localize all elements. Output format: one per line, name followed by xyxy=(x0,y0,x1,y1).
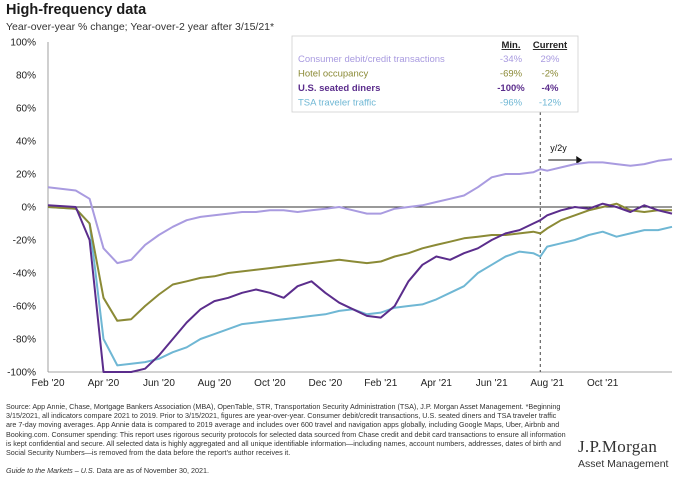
x-tick-label: Oct '21 xyxy=(587,378,619,389)
chart: -100% -80% -60% -40% -20% 0% 20% 40% 60% 80% 100% F… xyxy=(7,35,673,389)
legend-entry-tsa: TSA traveler traffic xyxy=(298,98,376,109)
series-line-consumer xyxy=(47,158,673,265)
chart-axes: -100% -80% -60% -40% -20% 0% 20% 40% 60% 80% 100% F… xyxy=(7,38,672,389)
logo-line2: Asset Management xyxy=(578,458,669,470)
logo-line1: J.P.Morgan xyxy=(578,437,658,456)
legend-header-current: Current xyxy=(533,40,568,51)
legend-current-hotel: -2% xyxy=(542,69,559,80)
legend-min-consumer: -34% xyxy=(500,54,523,65)
guide-date: Data are as of November 30, 2021. xyxy=(94,466,209,475)
series-line-tsa xyxy=(47,206,673,367)
x-tick-label: Aug '21 xyxy=(530,378,564,389)
x-tick-label: Apr '21 xyxy=(421,378,453,389)
y-tick-label: -20% xyxy=(13,236,36,247)
y-tick-label: 40% xyxy=(16,137,36,148)
y-tick-label: -80% xyxy=(13,335,36,346)
y-tick-label: -100% xyxy=(7,368,36,379)
legend-min-diners: -100% xyxy=(497,83,525,94)
legend-entry-diners: U.S. seated diners xyxy=(298,83,380,94)
guide-footer: Guide to the Markets – U.S. Data are as … xyxy=(6,466,209,475)
legend-current-consumer: 29% xyxy=(540,54,560,65)
x-tick-label: Dec '20 xyxy=(309,378,343,389)
series-line-hotel xyxy=(47,202,672,322)
x-tick-label: Feb '21 xyxy=(364,378,397,389)
y-tick-label: 0% xyxy=(22,203,37,214)
legend-header-min: Min. xyxy=(502,40,521,51)
y2y-arrow-head xyxy=(576,156,583,164)
y-tick-label: 100% xyxy=(10,38,36,49)
x-tick-label: Jun '21 xyxy=(476,378,508,389)
x-tick-label: Oct '20 xyxy=(254,378,286,389)
legend-entry-hotel: Hotel occupancy xyxy=(298,69,368,80)
jpmorgan-logo: J.P.Morgan Asset Management xyxy=(578,437,693,470)
chart-series xyxy=(47,158,673,373)
legend-min-hotel: -69% xyxy=(500,69,523,80)
source-footnote: Source: App Annie, Chase, Mortgage Banke… xyxy=(6,402,566,458)
x-tick-label: Feb '20 xyxy=(31,378,64,389)
chart-subtitle: Year-over-year % change; Year-over-2 yea… xyxy=(6,21,275,33)
page-title: High-frequency data xyxy=(6,2,147,18)
x-tick-label: Apr '20 xyxy=(88,378,120,389)
legend-entry-consumer: Consumer debit/credit transactions xyxy=(298,54,445,65)
legend-current-diners: -4% xyxy=(542,83,559,94)
y2y-annotation: y/2y xyxy=(550,143,567,153)
series-line-diners xyxy=(47,202,673,373)
legend-min-tsa: -96% xyxy=(500,98,523,109)
y-tick-label: 20% xyxy=(16,170,36,181)
legend-current-tsa: -12% xyxy=(539,98,562,109)
y-tick-label: 80% xyxy=(16,71,36,82)
legend-box xyxy=(291,35,579,113)
x-tick-label: Jun '20 xyxy=(143,378,175,389)
chart-legend: Min. Current Consumer debit/credit transac… xyxy=(291,35,579,113)
y-tick-label: -60% xyxy=(13,302,36,313)
x-tick-label: Aug '20 xyxy=(198,378,232,389)
y-tick-label: -40% xyxy=(13,269,36,280)
guide-name: Guide to the Markets – U.S. xyxy=(6,466,95,475)
y-tick-label: 60% xyxy=(16,104,36,115)
